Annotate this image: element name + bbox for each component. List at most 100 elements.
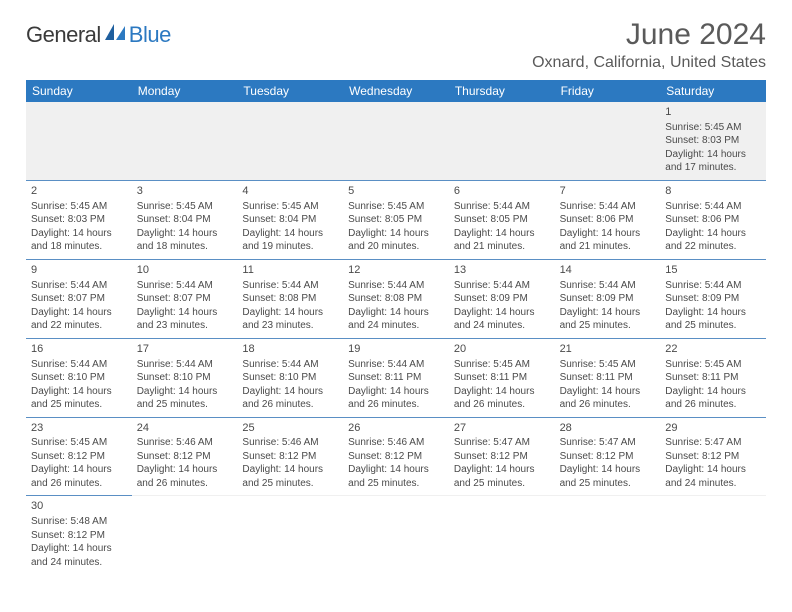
daylight-line-2: and 20 minutes.	[348, 240, 444, 254]
calendar-cell: 8Sunrise: 5:44 AMSunset: 8:06 PMDaylight…	[660, 180, 766, 259]
daylight-line: Daylight: 14 hours	[348, 463, 444, 477]
day-number: 7	[560, 184, 656, 199]
sunrise-line: Sunrise: 5:45 AM	[665, 358, 761, 372]
sunrise-line: Sunrise: 5:45 AM	[31, 436, 127, 450]
sunset-line: Sunset: 8:11 PM	[665, 371, 761, 385]
daylight-line-2: and 26 minutes.	[348, 398, 444, 412]
sunset-line: Sunset: 8:06 PM	[560, 213, 656, 227]
daylight-line-2: and 25 minutes.	[454, 477, 550, 491]
sunset-line: Sunset: 8:04 PM	[137, 213, 233, 227]
day-number: 21	[560, 342, 656, 357]
calendar-cell: 25Sunrise: 5:46 AMSunset: 8:12 PMDayligh…	[237, 417, 343, 496]
daylight-line: Daylight: 14 hours	[242, 227, 338, 241]
calendar-cell: 6Sunrise: 5:44 AMSunset: 8:05 PMDaylight…	[449, 180, 555, 259]
sunrise-line: Sunrise: 5:45 AM	[665, 121, 761, 135]
sunrise-line: Sunrise: 5:44 AM	[137, 358, 233, 372]
daylight-line: Daylight: 14 hours	[137, 306, 233, 320]
sunset-line: Sunset: 8:07 PM	[137, 292, 233, 306]
daylight-line: Daylight: 14 hours	[137, 463, 233, 477]
sunset-line: Sunset: 8:12 PM	[665, 450, 761, 464]
title-block: June 2024 Oxnard, California, United Sta…	[532, 18, 766, 72]
sunset-line: Sunset: 8:09 PM	[560, 292, 656, 306]
calendar-cell: 1Sunrise: 5:45 AMSunset: 8:03 PMDaylight…	[660, 102, 766, 180]
daylight-line: Daylight: 14 hours	[454, 306, 550, 320]
day-number: 9	[31, 263, 127, 278]
day-number: 27	[454, 421, 550, 436]
location: Oxnard, California, United States	[532, 54, 766, 72]
daylight-line: Daylight: 14 hours	[31, 306, 127, 320]
day-number: 19	[348, 342, 444, 357]
calendar-cell: 28Sunrise: 5:47 AMSunset: 8:12 PMDayligh…	[555, 417, 661, 496]
daylight-line-2: and 26 minutes.	[242, 398, 338, 412]
calendar-cell: 9Sunrise: 5:44 AMSunset: 8:07 PMDaylight…	[26, 259, 132, 338]
calendar-cell-empty	[555, 102, 661, 180]
calendar-week: 30Sunrise: 5:48 AMSunset: 8:12 PMDayligh…	[26, 495, 766, 574]
calendar-cell-empty	[449, 495, 555, 574]
sunrise-line: Sunrise: 5:46 AM	[242, 436, 338, 450]
calendar-cell: 16Sunrise: 5:44 AMSunset: 8:10 PMDayligh…	[26, 338, 132, 417]
sunset-line: Sunset: 8:08 PM	[348, 292, 444, 306]
daylight-line: Daylight: 14 hours	[31, 385, 127, 399]
sunrise-line: Sunrise: 5:44 AM	[560, 200, 656, 214]
sunset-line: Sunset: 8:12 PM	[560, 450, 656, 464]
day-number: 4	[242, 184, 338, 199]
daylight-line: Daylight: 14 hours	[665, 148, 761, 162]
day-header: Saturday	[660, 80, 766, 102]
calendar-cell: 18Sunrise: 5:44 AMSunset: 8:10 PMDayligh…	[237, 338, 343, 417]
daylight-line: Daylight: 14 hours	[31, 463, 127, 477]
calendar-cell: 14Sunrise: 5:44 AMSunset: 8:09 PMDayligh…	[555, 259, 661, 338]
calendar-cell: 15Sunrise: 5:44 AMSunset: 8:09 PMDayligh…	[660, 259, 766, 338]
sunset-line: Sunset: 8:07 PM	[31, 292, 127, 306]
day-number: 3	[137, 184, 233, 199]
sunset-line: Sunset: 8:05 PM	[348, 213, 444, 227]
daylight-line: Daylight: 14 hours	[665, 227, 761, 241]
daylight-line-2: and 19 minutes.	[242, 240, 338, 254]
calendar-cell: 4Sunrise: 5:45 AMSunset: 8:04 PMDaylight…	[237, 180, 343, 259]
daylight-line-2: and 25 minutes.	[560, 319, 656, 333]
calendar-week: 2Sunrise: 5:45 AMSunset: 8:03 PMDaylight…	[26, 180, 766, 259]
sunrise-line: Sunrise: 5:47 AM	[454, 436, 550, 450]
sunrise-line: Sunrise: 5:44 AM	[665, 279, 761, 293]
calendar-cell-empty	[555, 495, 661, 574]
daylight-line: Daylight: 14 hours	[560, 227, 656, 241]
calendar-cell: 2Sunrise: 5:45 AMSunset: 8:03 PMDaylight…	[26, 180, 132, 259]
calendar-cell: 22Sunrise: 5:45 AMSunset: 8:11 PMDayligh…	[660, 338, 766, 417]
calendar-cell: 27Sunrise: 5:47 AMSunset: 8:12 PMDayligh…	[449, 417, 555, 496]
daylight-line: Daylight: 14 hours	[31, 227, 127, 241]
sunrise-line: Sunrise: 5:45 AM	[454, 358, 550, 372]
sunrise-line: Sunrise: 5:44 AM	[31, 279, 127, 293]
calendar-cell: 19Sunrise: 5:44 AMSunset: 8:11 PMDayligh…	[343, 338, 449, 417]
sunrise-line: Sunrise: 5:44 AM	[31, 358, 127, 372]
day-number: 16	[31, 342, 127, 357]
calendar-cell: 17Sunrise: 5:44 AMSunset: 8:10 PMDayligh…	[132, 338, 238, 417]
calendar-cell-empty	[660, 495, 766, 574]
daylight-line-2: and 22 minutes.	[665, 240, 761, 254]
sunset-line: Sunset: 8:12 PM	[31, 529, 127, 543]
daylight-line: Daylight: 14 hours	[31, 542, 127, 556]
sunset-line: Sunset: 8:11 PM	[454, 371, 550, 385]
daylight-line: Daylight: 14 hours	[454, 227, 550, 241]
daylight-line-2: and 24 minutes.	[454, 319, 550, 333]
sunrise-line: Sunrise: 5:45 AM	[560, 358, 656, 372]
daylight-line-2: and 25 minutes.	[137, 398, 233, 412]
daylight-line: Daylight: 14 hours	[242, 385, 338, 399]
daylight-line-2: and 21 minutes.	[454, 240, 550, 254]
daylight-line-2: and 25 minutes.	[31, 398, 127, 412]
calendar-cell: 29Sunrise: 5:47 AMSunset: 8:12 PMDayligh…	[660, 417, 766, 496]
calendar-cell: 13Sunrise: 5:44 AMSunset: 8:09 PMDayligh…	[449, 259, 555, 338]
sunrise-line: Sunrise: 5:44 AM	[665, 200, 761, 214]
sunset-line: Sunset: 8:05 PM	[454, 213, 550, 227]
day-header: Sunday	[26, 80, 132, 102]
daylight-line: Daylight: 14 hours	[137, 385, 233, 399]
day-header: Tuesday	[237, 80, 343, 102]
calendar-cell-empty	[449, 102, 555, 180]
daylight-line-2: and 18 minutes.	[137, 240, 233, 254]
sunset-line: Sunset: 8:10 PM	[31, 371, 127, 385]
sunrise-line: Sunrise: 5:48 AM	[31, 515, 127, 529]
day-number: 15	[665, 263, 761, 278]
calendar: SundayMondayTuesdayWednesdayThursdayFrid…	[26, 80, 766, 574]
sunrise-line: Sunrise: 5:44 AM	[454, 200, 550, 214]
daylight-line-2: and 26 minutes.	[665, 398, 761, 412]
daylight-line-2: and 21 minutes.	[560, 240, 656, 254]
sunrise-line: Sunrise: 5:44 AM	[242, 279, 338, 293]
